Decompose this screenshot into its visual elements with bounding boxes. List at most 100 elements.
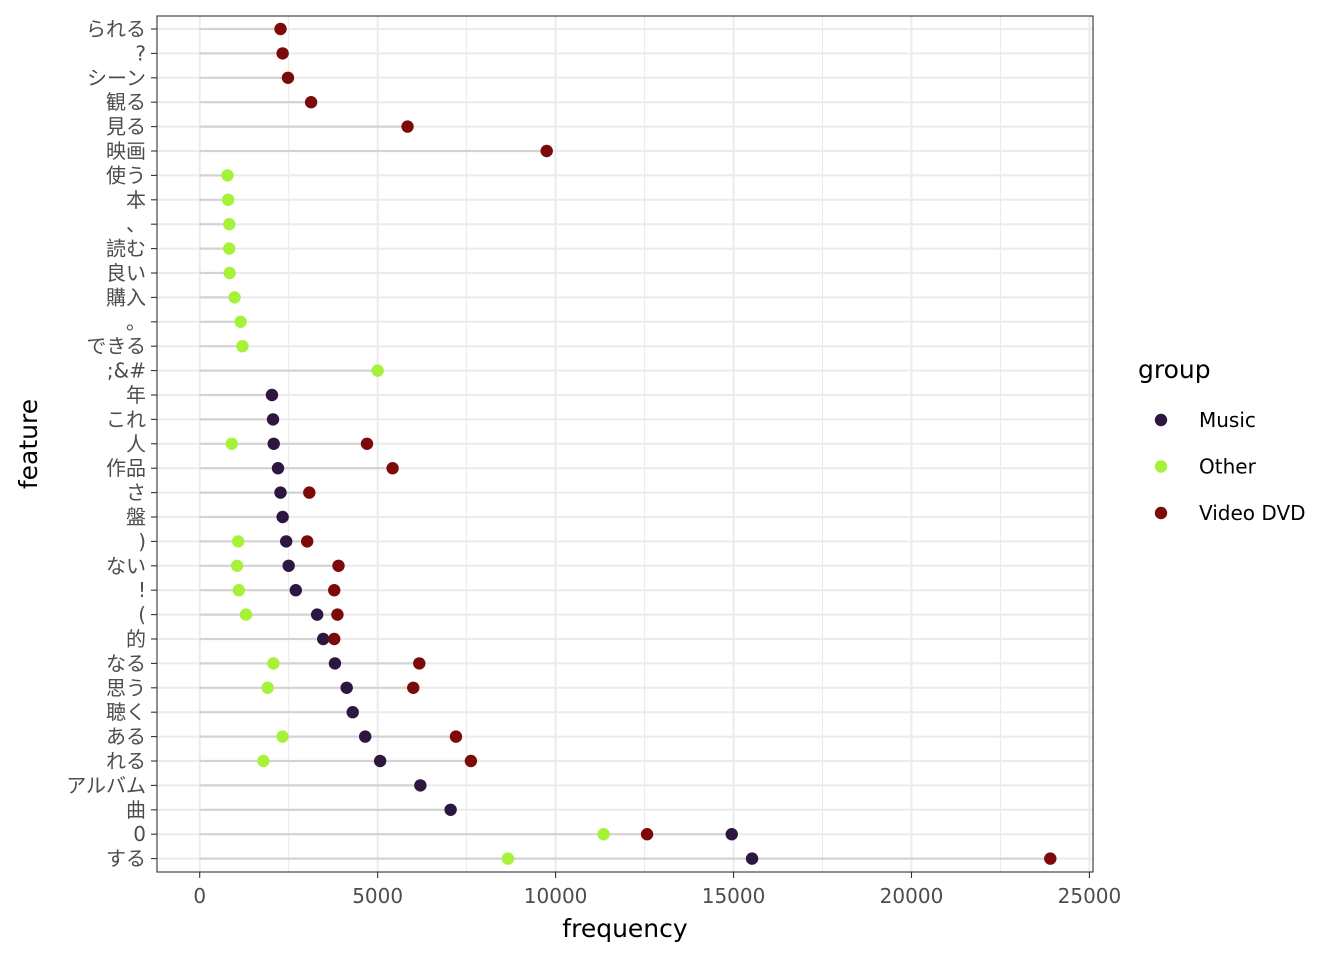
data-point <box>276 47 289 60</box>
y-tick-label: ? <box>135 41 146 65</box>
y-tick-label: られる <box>86 17 146 41</box>
y-tick-label: 的 <box>126 627 146 651</box>
data-point <box>444 803 457 816</box>
data-point <box>358 730 372 743</box>
data-point <box>413 657 426 670</box>
data-point <box>221 193 235 206</box>
y-tick-label: 。 <box>126 310 146 334</box>
data-point <box>407 681 420 694</box>
y-tick-label: ない <box>106 554 146 578</box>
data-point <box>745 852 759 865</box>
y-tick-label: 盤 <box>126 505 146 529</box>
y-tick-label: 曲 <box>126 798 146 822</box>
legend-title: group <box>1138 355 1211 384</box>
y-tick-label: 作品 <box>106 456 146 480</box>
legend-key <box>1154 506 1168 520</box>
y-tick-label: アルバム <box>66 773 146 797</box>
data-point <box>274 486 287 499</box>
y-tick-label: ) <box>138 529 146 553</box>
y-tick-label: これ <box>106 407 146 431</box>
y-tick-label: さ <box>126 481 146 505</box>
data-point <box>223 218 236 231</box>
data-point <box>234 315 247 328</box>
data-point <box>279 535 293 548</box>
data-point <box>282 559 295 572</box>
x-tick-label: 15000 <box>702 884 766 908</box>
data-point <box>271 462 285 475</box>
data-point <box>281 71 295 85</box>
data-point <box>317 632 330 646</box>
y-tick-label: 映画 <box>106 139 146 163</box>
data-point <box>340 681 353 694</box>
data-point <box>328 657 342 670</box>
major-gridlines <box>157 16 1093 872</box>
data-point <box>267 657 280 670</box>
data-point <box>221 169 234 182</box>
x-tick-label: 0 <box>193 884 206 908</box>
data-point <box>386 462 399 475</box>
data-point <box>597 828 610 841</box>
data-point <box>223 266 236 280</box>
y-tick-label: 、 <box>126 212 146 236</box>
y-tick-label: できる <box>86 334 146 358</box>
data-point <box>265 388 279 402</box>
data-point <box>274 22 287 36</box>
data-point <box>228 291 241 304</box>
x-tick-label: 25000 <box>1058 884 1122 908</box>
data-point <box>373 754 387 768</box>
data-point <box>371 364 384 377</box>
data-point <box>223 242 236 255</box>
data-point <box>328 584 341 597</box>
data-point <box>1044 852 1057 865</box>
y-tick-label: なる <box>106 651 146 675</box>
data-point <box>230 559 244 572</box>
y-tick-label: ! <box>138 578 146 602</box>
y-tick-label: 見る <box>106 115 146 139</box>
data-point <box>276 730 289 743</box>
y-tick-label: 使う <box>106 163 146 187</box>
data-point <box>304 96 318 109</box>
y-tick-label: 観る <box>106 90 146 114</box>
y-tick-label: ある <box>106 725 146 749</box>
data-point <box>464 754 478 768</box>
y-tick-label: 0 <box>133 822 146 846</box>
data-point <box>640 828 654 841</box>
x-axis-ticks: 0 5000 10000 15000 20000 25000 <box>193 872 1121 908</box>
y-tick-label: 思う <box>106 676 146 700</box>
x-tick-label: 10000 <box>524 884 588 908</box>
data-point <box>239 608 253 621</box>
x-tick-label: 20000 <box>880 884 944 908</box>
y-tick-label: ;&# <box>107 359 146 383</box>
legend-key <box>1154 460 1168 473</box>
data-point <box>261 681 274 694</box>
x-tick-label: 5000 <box>352 884 403 908</box>
data-point <box>266 413 280 426</box>
data-point <box>501 852 515 865</box>
y-axis-ticks: られる?シーン観る見る映画使う本、読む良い購入。できる;&#年これ人作品さ盤)な… <box>66 17 157 871</box>
y-tick-label: れる <box>106 749 146 773</box>
data-point <box>231 535 245 548</box>
data-point <box>540 144 553 158</box>
y-tick-label: 聴く <box>106 700 146 724</box>
data-point <box>331 608 344 621</box>
data-point <box>236 340 249 353</box>
data-point <box>346 706 359 719</box>
y-tick-label: 良い <box>106 261 146 285</box>
y-tick-label: シーン <box>87 66 146 90</box>
y-tick-label: 購入 <box>106 285 146 309</box>
legend-label: Other <box>1199 455 1257 479</box>
legend-label: Music <box>1199 408 1256 432</box>
y-tick-label: 読む <box>106 237 146 261</box>
y-axis-title: feature <box>14 399 43 489</box>
data-point <box>303 486 316 499</box>
legend: group Music Other Video DVD <box>1138 355 1306 525</box>
data-point <box>257 754 270 768</box>
x-axis-title: frequency <box>562 914 688 943</box>
data-point <box>232 584 246 597</box>
data-point <box>725 828 738 841</box>
data-point <box>360 437 374 450</box>
data-points <box>221 22 1057 865</box>
data-point <box>276 510 289 524</box>
data-point <box>267 437 280 450</box>
